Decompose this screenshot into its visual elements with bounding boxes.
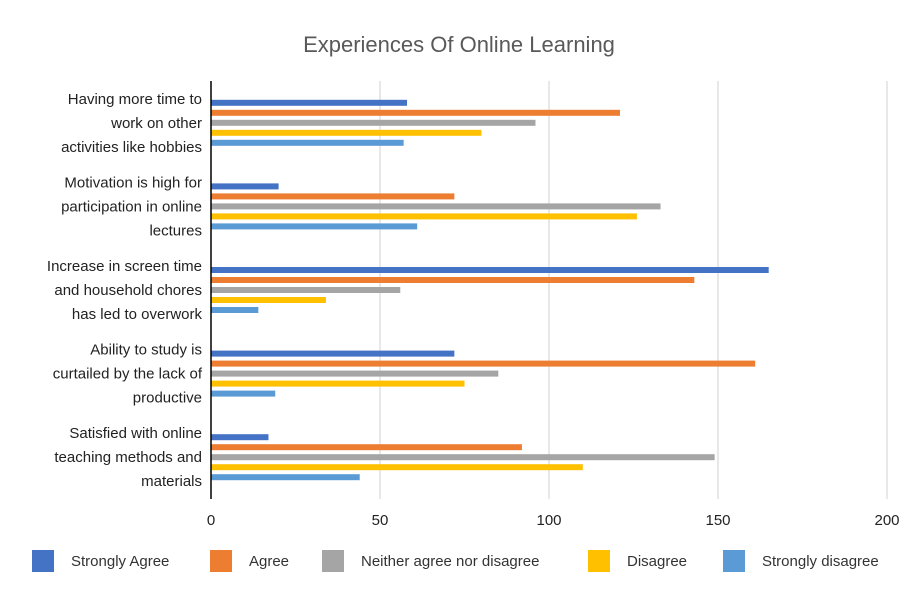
legend-swatch [32,550,54,572]
x-tick-labels: 0 50 100 150 200 [207,512,900,529]
bar-2-5 [211,444,522,451]
legend-swatch [322,550,344,572]
legend-label: Agree [249,553,289,570]
legend-swatch [588,550,610,572]
category-label: teaching methods and [54,449,202,466]
category-label: Ability to study is [90,342,202,359]
bars [211,99,769,481]
bar-2-1 [211,109,620,116]
bar-1-2 [211,183,279,190]
bar-1-5 [211,434,269,441]
category-label: participation in online [61,198,202,215]
x-tick-label: 200 [874,512,899,529]
category-label: Motivation is high for [64,174,202,191]
bar-5-3 [211,307,259,313]
x-tick-label: 100 [536,512,561,529]
category-label: productive [133,390,202,407]
bar-5-4 [211,390,276,397]
category-label: and household chores [54,282,202,299]
category-label: Increase in screen time [47,258,202,275]
category-label: curtailed by the lack of [53,366,203,383]
category-label: Having more time to [68,91,202,108]
legend-label: Strongly disagree [762,553,879,570]
bar-3-4 [211,370,499,377]
legend-swatch [210,550,232,572]
x-tick-label: 50 [372,512,389,529]
bar-1-1 [211,99,408,106]
category-label: has led to overwork [72,306,203,323]
bar-4-2 [211,213,637,220]
bar-2-2 [211,193,455,200]
bar-3-2 [211,203,661,210]
bar-1-3 [211,267,769,273]
bar-4-1 [211,129,482,136]
bar-3-5 [211,454,715,461]
legend: Strongly Agree Agree Neither agree nor dis… [32,550,879,572]
bar-1-4 [211,350,455,357]
bar-2-4 [211,360,756,367]
x-tick-label: 0 [207,512,215,529]
category-label: materials [141,473,202,490]
chart-title: Experiences Of Online Learning [303,32,615,57]
category-label: Satisfied with online [69,425,202,442]
legend-swatch [723,550,745,572]
bar-4-4 [211,380,465,387]
legend-label: Disagree [627,553,687,570]
category-label: work on other [110,115,202,132]
category-label: activities like hobbies [61,139,202,156]
category-label: lectures [149,222,202,239]
bar-5-5 [211,474,360,481]
bar-5-2 [211,223,418,230]
bar-3-3 [211,287,401,293]
bar-4-3 [211,297,326,303]
bar-4-5 [211,464,583,471]
bar-2-3 [211,277,695,283]
legend-label: Strongly Agree [71,553,169,570]
bar-3-1 [211,119,536,126]
x-tick-label: 150 [705,512,730,529]
bar-5-1 [211,139,404,146]
grid-lines [379,81,888,499]
legend-label: Neither agree nor disagree [361,553,539,570]
category-labels: Having more time to work on other activiti… [47,91,203,490]
